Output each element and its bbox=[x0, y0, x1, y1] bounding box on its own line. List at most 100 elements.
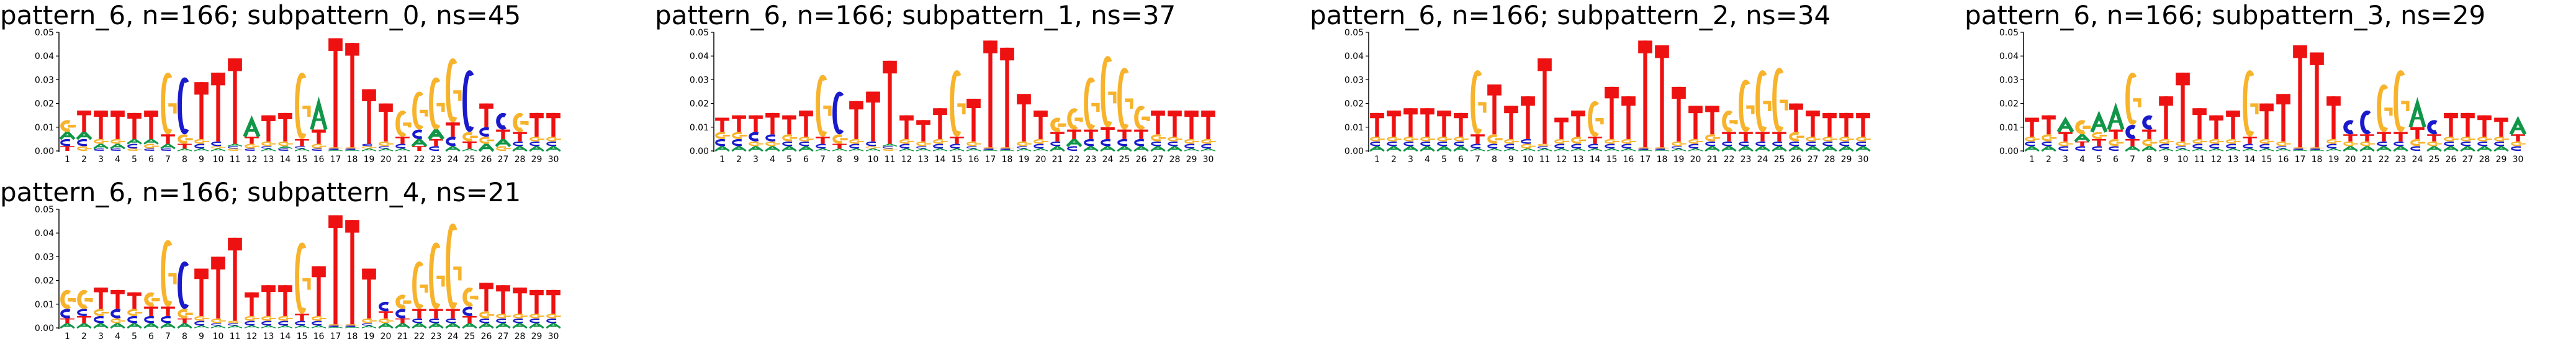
letter-A-pos-24 bbox=[1755, 145, 1770, 152]
x-tick-label: 27 bbox=[1808, 155, 1819, 165]
letter-C-pos-28 bbox=[2477, 141, 2488, 147]
letter-G-pos-13 bbox=[1571, 137, 1587, 144]
x-tick-label: 20 bbox=[381, 155, 392, 165]
letter-A-pos-22 bbox=[2376, 145, 2392, 152]
letter-T-pos-26 bbox=[479, 283, 493, 312]
letter-C-pos-9 bbox=[2159, 143, 2169, 149]
letter-G-pos-29 bbox=[1839, 137, 1854, 142]
x-tick-label: 7 bbox=[1475, 155, 1480, 165]
letter-A-pos-6 bbox=[143, 322, 159, 329]
letter-T-pos-23 bbox=[1739, 132, 1753, 142]
letter-C-pos-9 bbox=[849, 143, 860, 149]
letter-C-pos-29 bbox=[529, 141, 540, 147]
x-tick-label: 2 bbox=[736, 155, 742, 165]
letter-T-pos-23 bbox=[1084, 129, 1098, 139]
x-tick-label: 28 bbox=[2479, 155, 2490, 165]
x-tick-label: 13 bbox=[263, 155, 274, 165]
letter-G-pos-1 bbox=[2025, 137, 2040, 142]
x-tick-label: 29 bbox=[1841, 155, 1852, 165]
x-tick-label: 23 bbox=[431, 332, 442, 342]
letter-T-pos-30 bbox=[1201, 111, 1215, 139]
letter-C-pos-7 bbox=[161, 315, 171, 324]
x-tick-label: 4 bbox=[115, 155, 120, 165]
letter-T-pos-12 bbox=[245, 292, 259, 316]
chart-title: pattern_6, n=166; subpattern_3, ns=29 bbox=[1965, 0, 2486, 30]
letter-A-pos-5 bbox=[2090, 111, 2108, 133]
letter-T-pos-3 bbox=[2058, 132, 2073, 142]
letter-C-pos-10 bbox=[2176, 146, 2186, 149]
letter-A-pos-29 bbox=[2493, 145, 2509, 152]
letter-A-pos-3 bbox=[93, 142, 109, 150]
letter-G-pos-21 bbox=[395, 294, 412, 309]
letter-G-pos-5 bbox=[782, 134, 798, 142]
letter-T-pos-9 bbox=[849, 101, 863, 139]
letter-G-pos-23 bbox=[429, 77, 445, 130]
letter-A-pos-22 bbox=[411, 137, 428, 147]
x-tick-label: 26 bbox=[481, 332, 492, 342]
letter-T-pos-10 bbox=[866, 91, 880, 142]
letter-C-pos-11 bbox=[228, 323, 238, 326]
letter-T-pos-5 bbox=[782, 115, 796, 135]
letter-G-pos-15 bbox=[295, 72, 311, 139]
letter-T-pos-14 bbox=[2243, 137, 2257, 144]
letter-G-pos-28 bbox=[1168, 137, 1182, 142]
letter-T-pos-3 bbox=[1403, 108, 1418, 137]
x-tick-label: 14 bbox=[2245, 155, 2256, 165]
letter-T-pos-10 bbox=[2176, 72, 2190, 142]
x-tick-label: 19 bbox=[364, 155, 375, 165]
x-tick-label: 14 bbox=[280, 155, 291, 165]
letter-T-pos-13 bbox=[916, 120, 930, 142]
letter-C-pos-6 bbox=[2109, 146, 2119, 151]
letter-C-pos-26 bbox=[479, 318, 490, 324]
letter-C-pos-6 bbox=[799, 141, 809, 147]
letter-C-pos-23 bbox=[429, 318, 439, 324]
logo-stacks bbox=[60, 215, 561, 329]
letter-C-pos-24 bbox=[446, 137, 456, 147]
letter-G-pos-19 bbox=[2326, 138, 2341, 144]
letter-T-pos-5 bbox=[2092, 138, 2106, 147]
letter-T-pos-23 bbox=[429, 309, 443, 319]
letter-G-pos-19 bbox=[362, 318, 377, 324]
letter-T-pos-17 bbox=[1638, 40, 1652, 148]
letter-G-pos-30 bbox=[1201, 138, 1216, 144]
letter-T-pos-14 bbox=[278, 285, 292, 316]
letter-C-pos-11 bbox=[1538, 146, 1548, 149]
letter-A-pos-3 bbox=[2056, 116, 2074, 133]
letter-C-pos-10 bbox=[211, 141, 222, 147]
logo-panel-4: pattern_6, n=166; subpattern_4, ns=21 0.… bbox=[0, 177, 639, 354]
letter-A-pos-11 bbox=[2192, 148, 2207, 152]
x-tick-label: 29 bbox=[2496, 155, 2507, 165]
letter-T-pos-11 bbox=[2192, 108, 2207, 139]
x-tick-label: 3 bbox=[753, 155, 759, 165]
letter-A-pos-12 bbox=[2209, 148, 2224, 152]
letter-A-pos-26 bbox=[1133, 145, 1149, 152]
letter-A-pos-7 bbox=[2125, 145, 2140, 152]
letter-G-pos-3 bbox=[749, 141, 763, 147]
letter-T-pos-1 bbox=[715, 117, 729, 132]
letter-A-pos-12 bbox=[243, 115, 261, 138]
letter-T-pos-6 bbox=[144, 111, 158, 139]
letter-T-pos-4 bbox=[110, 111, 125, 139]
letter-A-pos-17 bbox=[1638, 149, 1652, 152]
x-tick-label: 8 bbox=[182, 332, 187, 342]
letter-A-pos-1 bbox=[2024, 145, 2040, 152]
letter-A-pos-26 bbox=[1788, 145, 1804, 152]
y-tick-label: 0.05 bbox=[1344, 28, 1364, 38]
letter-T-pos-10 bbox=[211, 256, 225, 319]
letter-C-pos-16 bbox=[312, 320, 322, 326]
letter-G-pos-25 bbox=[462, 132, 478, 142]
letter-G-pos-12 bbox=[245, 143, 259, 149]
letter-T-pos-6 bbox=[799, 111, 813, 137]
letter-A-pos-6 bbox=[798, 145, 814, 152]
letter-T-pos-6 bbox=[1454, 112, 1468, 137]
x-tick-label: 13 bbox=[263, 332, 274, 342]
letter-G-pos-3 bbox=[2058, 141, 2073, 147]
letter-A-pos-24 bbox=[445, 145, 461, 152]
letter-C-pos-20 bbox=[379, 301, 389, 312]
letter-A-pos-13 bbox=[261, 325, 276, 329]
letter-A-pos-1 bbox=[714, 145, 730, 152]
letter-A-pos-16 bbox=[311, 325, 327, 329]
letter-A-pos-28 bbox=[512, 145, 528, 152]
letter-A-pos-23 bbox=[1083, 145, 1099, 152]
y-tick-label: 0.04 bbox=[35, 229, 54, 238]
